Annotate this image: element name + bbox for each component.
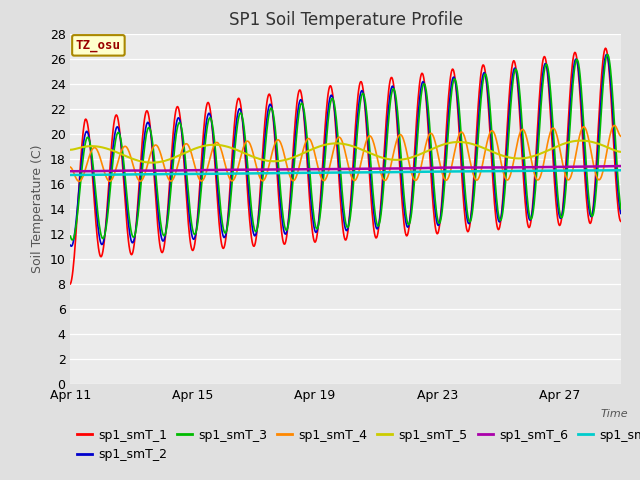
- sp1_smT_5: [67, 147, 74, 153]
- sp1_smT_4: [297, 158, 305, 164]
- sp1_smT_4: [379, 176, 387, 181]
- sp1_smT_4: [196, 178, 204, 183]
- sp1_smT_2: [603, 52, 611, 58]
- sp1_smT_4: [512, 148, 520, 154]
- sp1_smT_2: [87, 147, 95, 153]
- sp1_smT_5: [196, 144, 204, 150]
- sp1_smT_3: [67, 233, 74, 239]
- sp1_smT_4: [67, 164, 74, 170]
- Title: SP1 Soil Temperature Profile: SP1 Soil Temperature Profile: [228, 11, 463, 29]
- Text: TZ_osu: TZ_osu: [76, 39, 121, 52]
- sp1_smT_6: [378, 166, 386, 171]
- Text: Time: Time: [600, 409, 628, 419]
- sp1_smT_2: [512, 66, 520, 72]
- sp1_smT_3: [604, 52, 611, 58]
- sp1_smT_3: [68, 237, 76, 243]
- sp1_smT_3: [617, 206, 625, 212]
- sp1_smT_3: [87, 144, 95, 150]
- sp1_smT_5: [148, 160, 156, 166]
- sp1_smT_1: [67, 281, 74, 287]
- sp1_smT_1: [511, 60, 519, 66]
- Legend: sp1_smT_1, sp1_smT_2, sp1_smT_3, sp1_smT_4, sp1_smT_5, sp1_smT_6, sp1_smT_7: sp1_smT_1, sp1_smT_2, sp1_smT_3, sp1_smT…: [77, 429, 640, 461]
- sp1_smT_7: [86, 172, 94, 178]
- sp1_smT_1: [267, 95, 275, 100]
- Line: sp1_smT_2: sp1_smT_2: [70, 55, 621, 246]
- sp1_smT_6: [617, 163, 625, 169]
- sp1_smT_3: [268, 105, 275, 111]
- sp1_smT_2: [67, 243, 75, 249]
- Line: sp1_smT_7: sp1_smT_7: [70, 170, 621, 175]
- sp1_smT_1: [617, 218, 625, 224]
- sp1_smT_7: [617, 168, 625, 173]
- sp1_smT_2: [617, 211, 625, 216]
- sp1_smT_6: [67, 168, 74, 174]
- sp1_smT_6: [296, 167, 304, 172]
- sp1_smT_6: [511, 165, 519, 170]
- sp1_smT_5: [379, 155, 387, 161]
- sp1_smT_4: [76, 179, 83, 184]
- sp1_smT_1: [378, 180, 386, 186]
- sp1_smT_3: [379, 193, 387, 199]
- sp1_smT_2: [268, 103, 275, 109]
- sp1_smT_5: [86, 144, 94, 149]
- sp1_smT_5: [297, 152, 305, 157]
- Line: sp1_smT_5: sp1_smT_5: [70, 141, 621, 163]
- Line: sp1_smT_6: sp1_smT_6: [70, 166, 621, 171]
- sp1_smT_2: [297, 97, 305, 103]
- sp1_smT_5: [268, 158, 275, 164]
- sp1_smT_5: [617, 149, 625, 155]
- Line: sp1_smT_4: sp1_smT_4: [70, 125, 621, 181]
- sp1_smT_2: [196, 184, 204, 190]
- sp1_smT_7: [378, 169, 386, 175]
- sp1_smT_1: [196, 181, 204, 187]
- sp1_smT_1: [602, 45, 609, 51]
- sp1_smT_3: [196, 194, 204, 200]
- Y-axis label: Soil Temperature (C): Soil Temperature (C): [31, 144, 44, 273]
- sp1_smT_1: [86, 143, 94, 149]
- sp1_smT_5: [512, 156, 520, 161]
- sp1_smT_4: [617, 133, 625, 139]
- sp1_smT_6: [196, 167, 204, 173]
- sp1_smT_6: [86, 168, 94, 174]
- sp1_smT_4: [611, 122, 618, 128]
- sp1_smT_7: [296, 170, 304, 176]
- sp1_smT_4: [268, 153, 275, 159]
- sp1_smT_7: [196, 171, 204, 177]
- sp1_smT_2: [379, 182, 387, 188]
- sp1_smT_1: [296, 87, 304, 93]
- sp1_smT_6: [267, 167, 275, 172]
- Line: sp1_smT_3: sp1_smT_3: [70, 55, 621, 240]
- sp1_smT_7: [267, 170, 275, 176]
- sp1_smT_7: [67, 172, 74, 178]
- sp1_smT_2: [67, 242, 74, 248]
- sp1_smT_4: [87, 149, 95, 155]
- sp1_smT_3: [297, 102, 305, 108]
- sp1_smT_3: [512, 66, 520, 72]
- sp1_smT_5: [577, 138, 585, 144]
- Line: sp1_smT_1: sp1_smT_1: [70, 48, 621, 284]
- sp1_smT_7: [511, 168, 519, 174]
